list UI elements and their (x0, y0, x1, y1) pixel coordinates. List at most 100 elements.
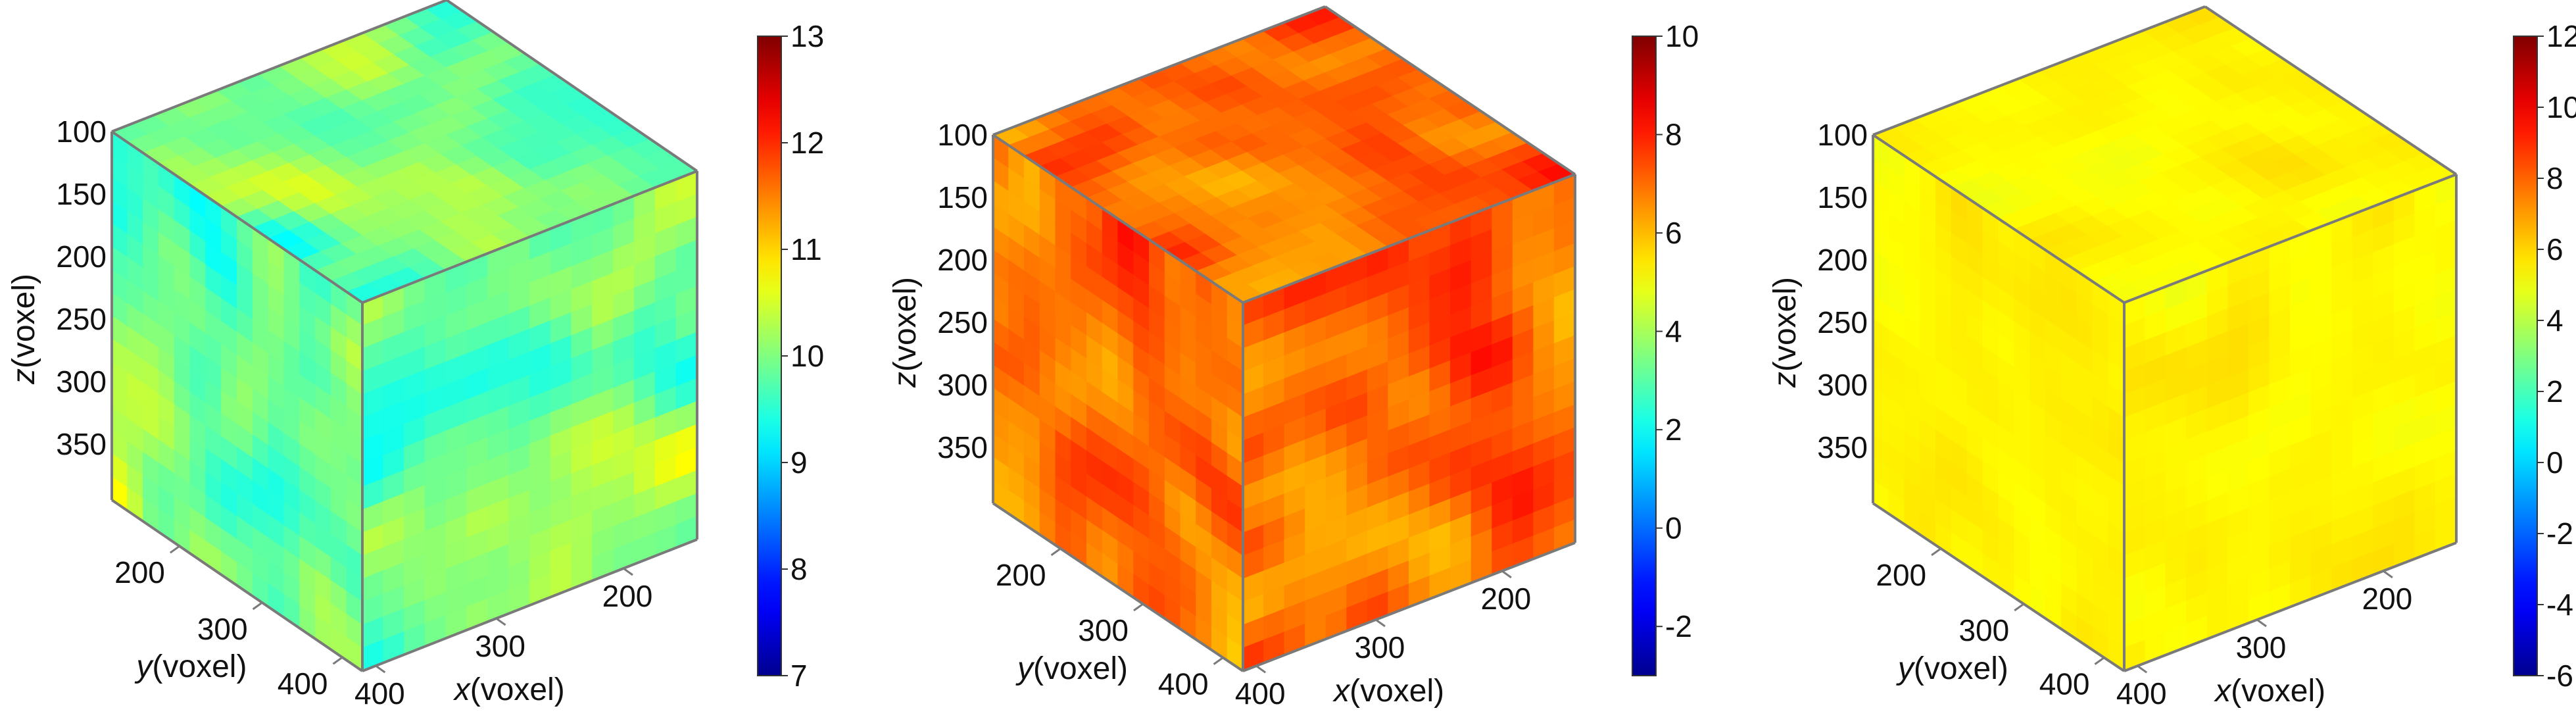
cube-edge (110, 130, 364, 304)
cube-edge (111, 0, 447, 133)
left-face (111, 131, 363, 672)
x-tick-mark (1255, 664, 1267, 674)
colorbar-tick-label: -2 (1665, 609, 1692, 643)
z-axis-label: z(voxel) (7, 274, 41, 385)
x-axis-label: x(voxel) (1332, 674, 1444, 709)
x-tick-mark (1375, 618, 1386, 628)
x-axis-var: x (2214, 674, 2232, 709)
colorbar-tick-label: 10 (2546, 90, 2576, 124)
z-tick-label: 350 (56, 427, 107, 461)
z-tick-label: 150 (56, 177, 107, 211)
colorbar-tick-label: 11 (790, 232, 822, 266)
colorbar-tick-label: 10 (790, 339, 824, 373)
cube-edge (1324, 5, 1576, 176)
left-face (1872, 134, 2125, 672)
x-tick-label: 400 (354, 676, 405, 711)
x-tick-label: 300 (2236, 630, 2287, 664)
x-tick-mark (2137, 664, 2148, 674)
z-tick-label: 100 (56, 114, 107, 149)
colorbar-tick-label: -2 (2546, 516, 2573, 551)
y-axis-unit: (voxel) (152, 649, 247, 684)
cube-panel-1: 100150200250300350z(voxel)200300400y(vox… (7, 0, 824, 711)
x-axis-label: x(voxel) (453, 672, 565, 707)
z-tick-label: 350 (1817, 430, 1868, 464)
x-tick-mark (1501, 570, 1512, 579)
y-tick-mark (1050, 547, 1061, 557)
x-tick-label: 400 (2116, 676, 2167, 711)
left-face (992, 134, 1244, 672)
cube-edge (992, 502, 1244, 672)
colorbar-tick-label: 0 (2546, 445, 2564, 480)
colorbar-tick-label: 8 (2546, 161, 2564, 195)
z-axis-label: z(voxel) (1768, 277, 1803, 388)
y-axis-label: y(voxel) (1015, 651, 1128, 686)
y-tick-mark (332, 656, 343, 665)
colorbar-tick-label: 8 (1665, 118, 1682, 152)
y-tick-label: 400 (2039, 667, 2090, 701)
colorbar-tick-label: 6 (1665, 216, 1682, 250)
x-tick-mark (375, 664, 386, 674)
x-tick-label: 300 (475, 629, 525, 663)
colorbar (1632, 36, 1657, 676)
z-axis-unit: (voxel) (1768, 277, 1803, 372)
x-axis-unit: (voxel) (470, 672, 565, 707)
colorbar-tick-label: 2 (1665, 413, 1682, 447)
z-tick-label: 200 (56, 239, 107, 274)
colorbar-tick-label: 7 (790, 659, 808, 693)
z-tick-label: 200 (937, 243, 988, 277)
z-tick-label: 350 (937, 430, 988, 464)
cube-edge (992, 5, 1326, 136)
x-tick-mark (495, 617, 506, 626)
cube-panel-2: 100150200250300350z(voxel)200300400y(vox… (888, 5, 1699, 711)
cube-edge (110, 499, 364, 672)
x-tick-label: 200 (602, 579, 653, 613)
y-axis-unit: (voxel) (1914, 651, 2008, 686)
y-tick-label: 200 (1876, 558, 1926, 592)
colorbar-tick-label: 0 (1665, 511, 1682, 545)
y-axis-var: y (1896, 651, 1916, 686)
x-axis-var: x (1332, 674, 1351, 709)
z-tick-label: 150 (1817, 180, 1868, 214)
y-axis-var: y (1015, 651, 1035, 686)
x-tick-mark (623, 567, 633, 576)
colorbar-tick-label: -6 (2546, 659, 2573, 693)
cube-panel-3: 100150200250300350z(voxel)200300400y(vox… (1768, 5, 2576, 711)
z-tick-label: 150 (937, 180, 988, 214)
cube-edge (2124, 541, 2457, 672)
cube-edge (1242, 541, 1576, 672)
colorbar (2513, 36, 2538, 676)
y-tick-mark (1213, 657, 1224, 665)
z-axis-var: z (888, 372, 923, 388)
colorbar-tick-label: 9 (790, 445, 808, 480)
cube-edge (362, 170, 698, 304)
z-tick-label: 100 (937, 118, 988, 152)
cube-edge (1872, 5, 2206, 136)
y-tick-label: 200 (996, 558, 1046, 592)
colorbar (757, 36, 782, 676)
colorbar-tick-label: 6 (2546, 232, 2564, 266)
z-tick-label: 300 (56, 364, 107, 399)
x-tick-mark (2256, 618, 2267, 628)
x-axis-label: x(voxel) (2214, 674, 2325, 709)
x-tick-mark (2383, 570, 2393, 579)
colorbar-tick-label: 8 (790, 552, 808, 586)
z-axis-unit: (voxel) (888, 277, 923, 372)
cube-edge (2124, 173, 2457, 304)
x-tick-label: 200 (2362, 582, 2413, 616)
y-tick-mark (2094, 657, 2105, 665)
colorbar-tick-label: 4 (1665, 314, 1682, 349)
z-axis-var: z (7, 368, 41, 385)
cube-edge (992, 134, 1244, 304)
y-axis-var: y (134, 649, 154, 684)
colorbar-tick-label: 2 (2546, 374, 2564, 409)
y-axis-label: y(voxel) (1896, 651, 2008, 686)
z-tick-label: 250 (1817, 305, 1868, 339)
y-tick-label: 300 (1958, 613, 2009, 647)
z-axis-unit: (voxel) (7, 274, 41, 368)
y-tick-label: 200 (114, 555, 165, 589)
y-tick-mark (169, 545, 180, 554)
x-axis-var: x (453, 672, 472, 707)
z-axis-label: z(voxel) (888, 277, 923, 388)
